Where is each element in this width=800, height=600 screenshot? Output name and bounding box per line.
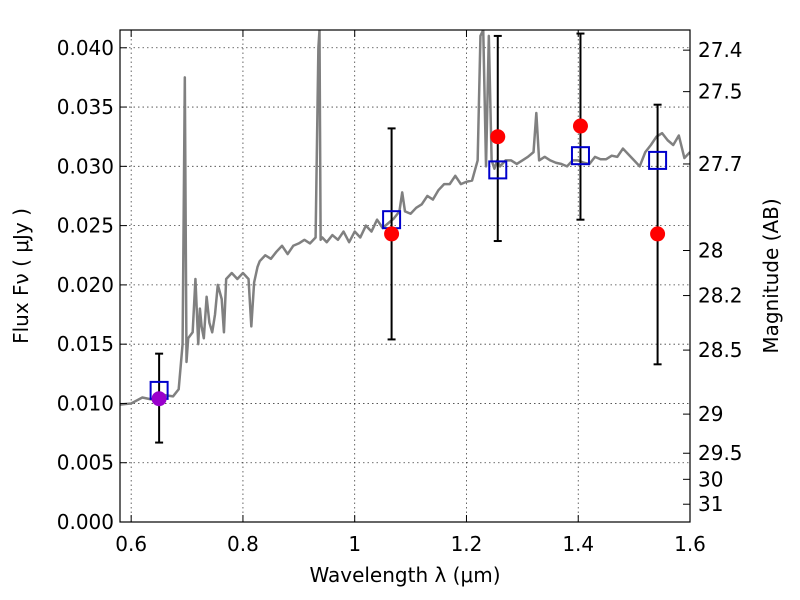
magnitude-tick-label: 27.4 <box>698 38 743 62</box>
grid-lines <box>120 30 690 522</box>
x-tick-label: 0.6 <box>115 532 147 556</box>
magnitude-tick-label: 30 <box>698 467 723 491</box>
y-tick-label: 0.040 <box>57 36 114 60</box>
y-tick-label: 0.015 <box>57 332 114 356</box>
magnitude-tick-label: 31 <box>698 492 723 516</box>
x-tick-label: 1.6 <box>674 532 706 556</box>
y-tick-label: 0.030 <box>57 154 114 178</box>
x-tick-label: 0.8 <box>227 532 259 556</box>
model-photometry-square <box>570 146 590 166</box>
model-photometry-square <box>648 150 668 170</box>
observed-photometry-point <box>384 226 400 242</box>
x-axis-label: Wavelength λ (μm) <box>309 563 500 587</box>
magnitude-tick-label: 28.2 <box>698 284 743 308</box>
spectrum-layer <box>120 30 690 406</box>
y-tick-label: 0.035 <box>57 95 114 119</box>
y-axis-label: Flux Fν ( μJy ) <box>9 208 33 344</box>
observed-photometry-point <box>151 391 167 407</box>
x-tick-label: 1.4 <box>562 532 594 556</box>
y-tick-label: 0.025 <box>57 214 114 238</box>
magnitude-tick-label: 27.5 <box>698 80 743 104</box>
y-tick-label: 0.005 <box>57 451 114 475</box>
spectrum-line <box>120 30 690 406</box>
magnitude-tick-label: 29.5 <box>698 441 743 465</box>
plot-frame <box>119 29 691 523</box>
observed-photometry-point <box>650 226 666 242</box>
observed-photometry-point <box>490 129 506 145</box>
x-tick-label: 1.2 <box>451 532 483 556</box>
magnitude-tick-label: 28.5 <box>698 338 743 362</box>
model-photometry-square <box>488 160 508 180</box>
x-tick-label: 1 <box>348 532 361 556</box>
x-axis-ticks: 0.6 0.8 1 1.2 1.4 1.6 <box>115 30 706 556</box>
magnitude-tick-label: 27.7 <box>698 152 743 176</box>
magnitude-tick-label: 29 <box>698 402 723 426</box>
y-axis-ticks: 0.000 0.005 0.010 0.015 0.020 0.025 0.030 0.035… <box>57 36 127 534</box>
y-tick-label: 0.010 <box>57 391 114 415</box>
observed-photometry-point <box>572 118 588 134</box>
y-axis-right-label: Magnitude (AB) <box>759 198 783 353</box>
magnitude-tick-label: 28 <box>698 239 723 263</box>
y-tick-label: 0.020 <box>57 273 114 297</box>
y-tick-label: 0.000 <box>57 510 114 534</box>
